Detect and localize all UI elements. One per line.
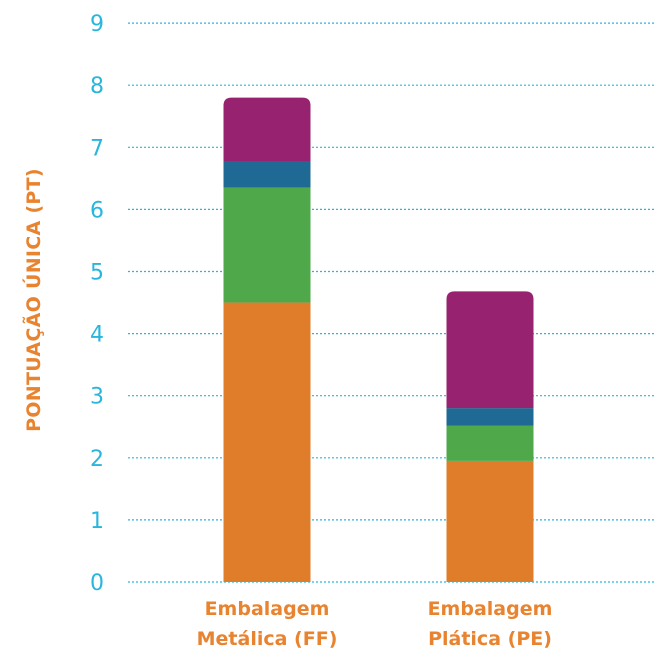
bar-segment-0-3	[223, 97, 311, 161]
y-tick-label-1: 1	[90, 509, 104, 534]
y-tick-label-8: 8	[90, 74, 104, 99]
bar-segment-0-1	[223, 187, 311, 303]
bar-segment-1-1	[446, 425, 534, 461]
y-tick-label-5: 5	[90, 261, 104, 286]
bar-segment-1-0	[446, 460, 534, 582]
bar-segment-0-0	[223, 302, 311, 582]
y-tick-label-4: 4	[90, 323, 104, 348]
y-tick-label-3: 3	[90, 385, 104, 410]
category-label-metalica: Embalagem Metálica (FF)	[196, 598, 338, 650]
bar-segment-1-3	[446, 291, 534, 409]
bar-segment-0-2	[223, 160, 311, 188]
y-tick-label-9: 9	[90, 12, 104, 37]
y-tick-label-0: 0	[90, 571, 104, 596]
y-tick-label-2: 2	[90, 447, 104, 472]
category-label-platica: Embalagem Plática (PE)	[427, 598, 553, 650]
y-tick-label-6: 6	[90, 198, 104, 223]
y-axis-label: PONTUAÇÃO ÚNICA (PT)	[23, 168, 45, 432]
y-tick-label-7: 7	[90, 136, 104, 161]
bar-segment-1-2	[446, 408, 534, 426]
